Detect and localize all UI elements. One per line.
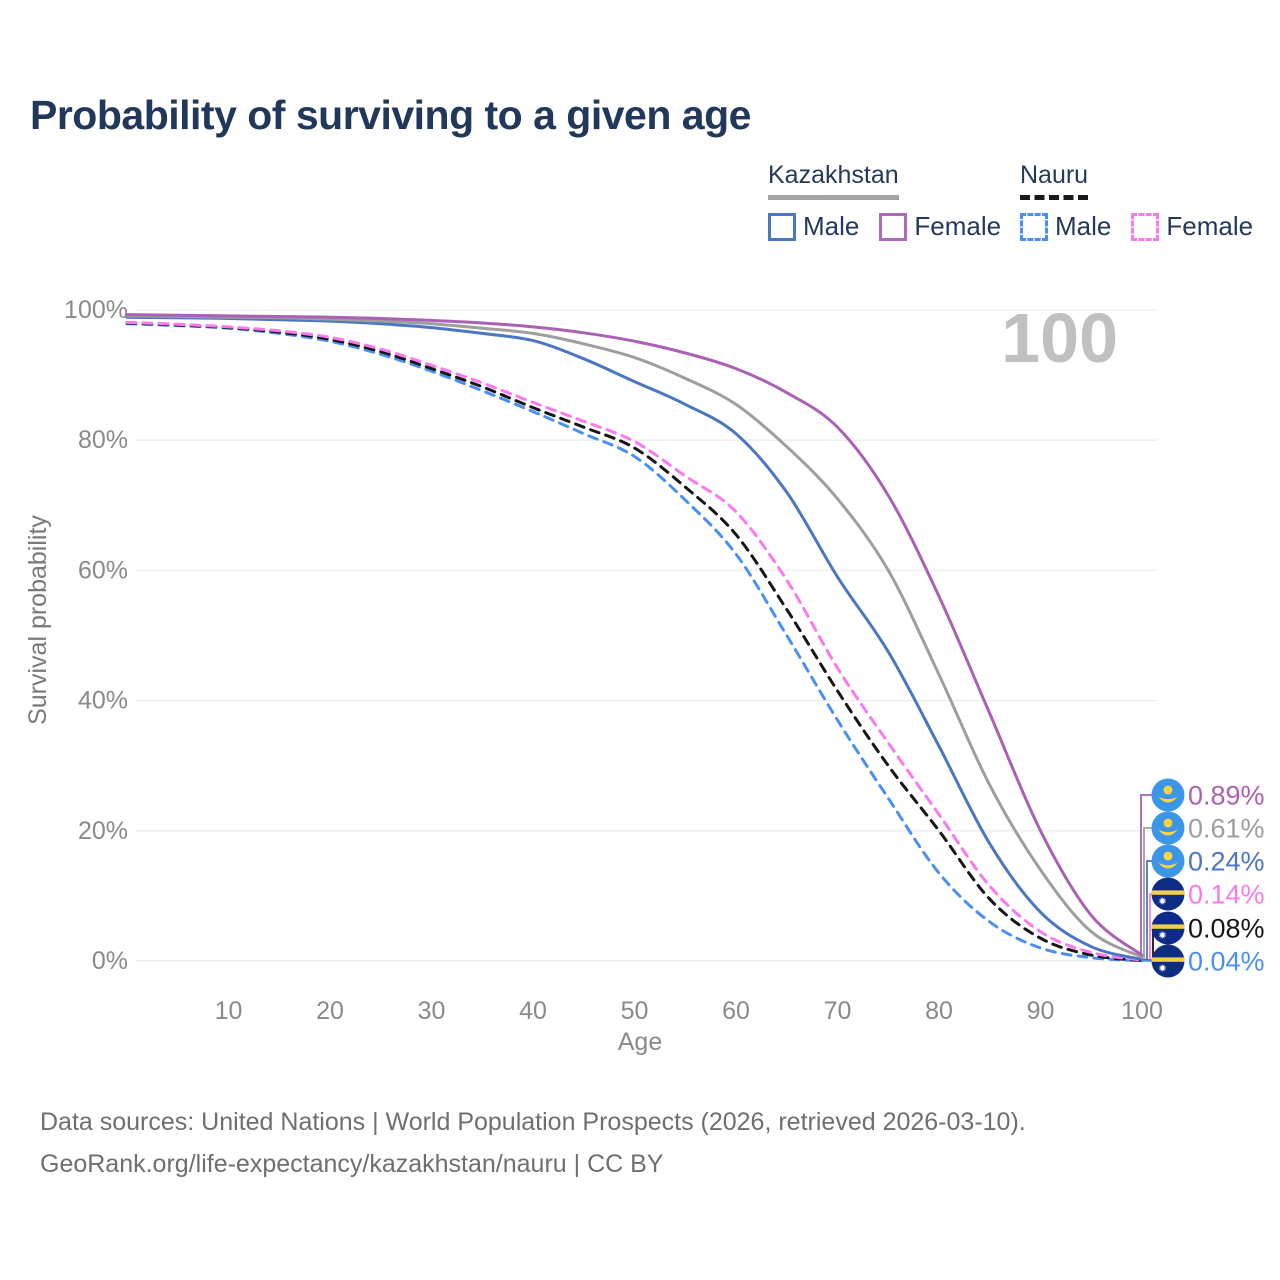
nauru-flag-icon <box>1151 944 1185 978</box>
x-tick-label: 80 <box>925 997 953 1025</box>
flag-eagle <box>1158 829 1178 836</box>
x-tick-label: 10 <box>215 997 243 1025</box>
flag-star <box>1158 930 1167 940</box>
legend-item-kazakhstan-female[interactable]: Female <box>879 211 1001 242</box>
kazakhstan-flag-icon <box>1151 844 1185 878</box>
legend-country-kazakhstan: Kazakhstan <box>768 161 899 200</box>
flag-stripe <box>1151 890 1185 895</box>
legend-item-kazakhstan-male[interactable]: Male <box>768 211 859 242</box>
nauru-flag-icon <box>1151 911 1185 945</box>
end-label-value-nauru-male: 0.04% <box>1188 947 1265 977</box>
legend-country-nauru: Nauru <box>1020 161 1089 200</box>
legend-item-label: Female <box>1166 211 1254 241</box>
legend-item-label: Male <box>803 211 860 241</box>
x-tick-label: 70 <box>824 997 852 1025</box>
legend-item-label: Male <box>1055 211 1112 241</box>
end-label-value-nauru-female: 0.14% <box>1188 880 1265 910</box>
legend-swatch-kazakhstan-female <box>879 212 908 241</box>
footer-license: GeoRank.org/life-expectancy/kazakhstan/n… <box>40 1150 664 1178</box>
legend-group-nauru: Nauru Male Female <box>1020 161 1253 242</box>
y-tick-label: 40% <box>78 687 128 715</box>
x-tick-label: 50 <box>621 997 649 1025</box>
nauru-flag-icon <box>1151 877 1185 911</box>
flag-circle <box>1151 778 1185 812</box>
legend-item-nauru-female[interactable]: Female <box>1131 211 1253 242</box>
flag-eagle <box>1158 862 1178 869</box>
y-axis-title: Survival probability <box>24 515 52 725</box>
y-tick-label: 60% <box>78 556 128 584</box>
x-axis-title: Age <box>618 1028 662 1056</box>
y-tick-label: 0% <box>92 947 128 975</box>
flag-circle <box>1151 811 1185 845</box>
legend-swatch-kazakhstan-male <box>768 212 796 241</box>
end-connector <box>1142 827 1152 958</box>
y-tick-label: 80% <box>78 426 128 454</box>
series-line-kazakhstan-both-sexes[interactable] <box>125 314 1144 959</box>
x-tick-label: 20 <box>316 997 344 1025</box>
footer-sources: Data sources: United Nations | World Pop… <box>40 1108 1026 1136</box>
end-label-value-kazakhstan-both-sexes: 0.61% <box>1188 814 1265 844</box>
kazakhstan-flag-icon <box>1151 778 1185 812</box>
series-line-kazakhstan-female[interactable] <box>125 313 1144 957</box>
legend-swatch-nauru-male <box>1020 212 1048 241</box>
series-line-nauru-both-sexes[interactable] <box>125 321 1144 962</box>
legend-group-kazakhstan: Kazakhstan Male Female <box>768 161 1001 242</box>
flag-sun <box>1163 851 1173 861</box>
end-connector <box>1140 794 1152 957</box>
end-label-value-kazakhstan-female: 0.89% <box>1188 781 1265 811</box>
flag-sun <box>1163 785 1173 795</box>
end-label-value-kazakhstan-male: 0.24% <box>1188 847 1265 877</box>
flag-stripe <box>1151 924 1185 929</box>
flag-star <box>1158 963 1167 973</box>
x-tick-label: 40 <box>519 997 547 1025</box>
age-100-watermark: 100 <box>1001 299 1118 377</box>
flag-star <box>1158 896 1167 906</box>
x-tick-label: 100 <box>1121 997 1163 1025</box>
page-title: Probability of surviving to a given age <box>30 92 751 138</box>
legend-item-nauru-male[interactable]: Male <box>1020 211 1111 242</box>
series-line-nauru-male[interactable] <box>125 322 1144 963</box>
y-tick-label: 100% <box>64 296 128 324</box>
x-tick-label: 60 <box>722 997 750 1025</box>
y-tick-label: 20% <box>78 817 128 845</box>
end-label-value-nauru-both-sexes: 0.08% <box>1188 914 1265 944</box>
x-tick-label: 90 <box>1027 997 1055 1025</box>
legend-item-label: Female <box>914 211 1002 241</box>
flag-eagle <box>1158 796 1178 803</box>
kazakhstan-flag-icon <box>1151 811 1185 845</box>
flag-circle <box>1151 844 1185 878</box>
series-line-nauru-female[interactable] <box>125 320 1144 962</box>
series-line-kazakhstan-male[interactable] <box>125 315 1144 961</box>
legend-swatch-nauru-female <box>1131 212 1160 241</box>
flag-stripe <box>1151 957 1185 962</box>
flag-sun <box>1163 818 1173 828</box>
x-tick-label: 30 <box>418 997 446 1025</box>
